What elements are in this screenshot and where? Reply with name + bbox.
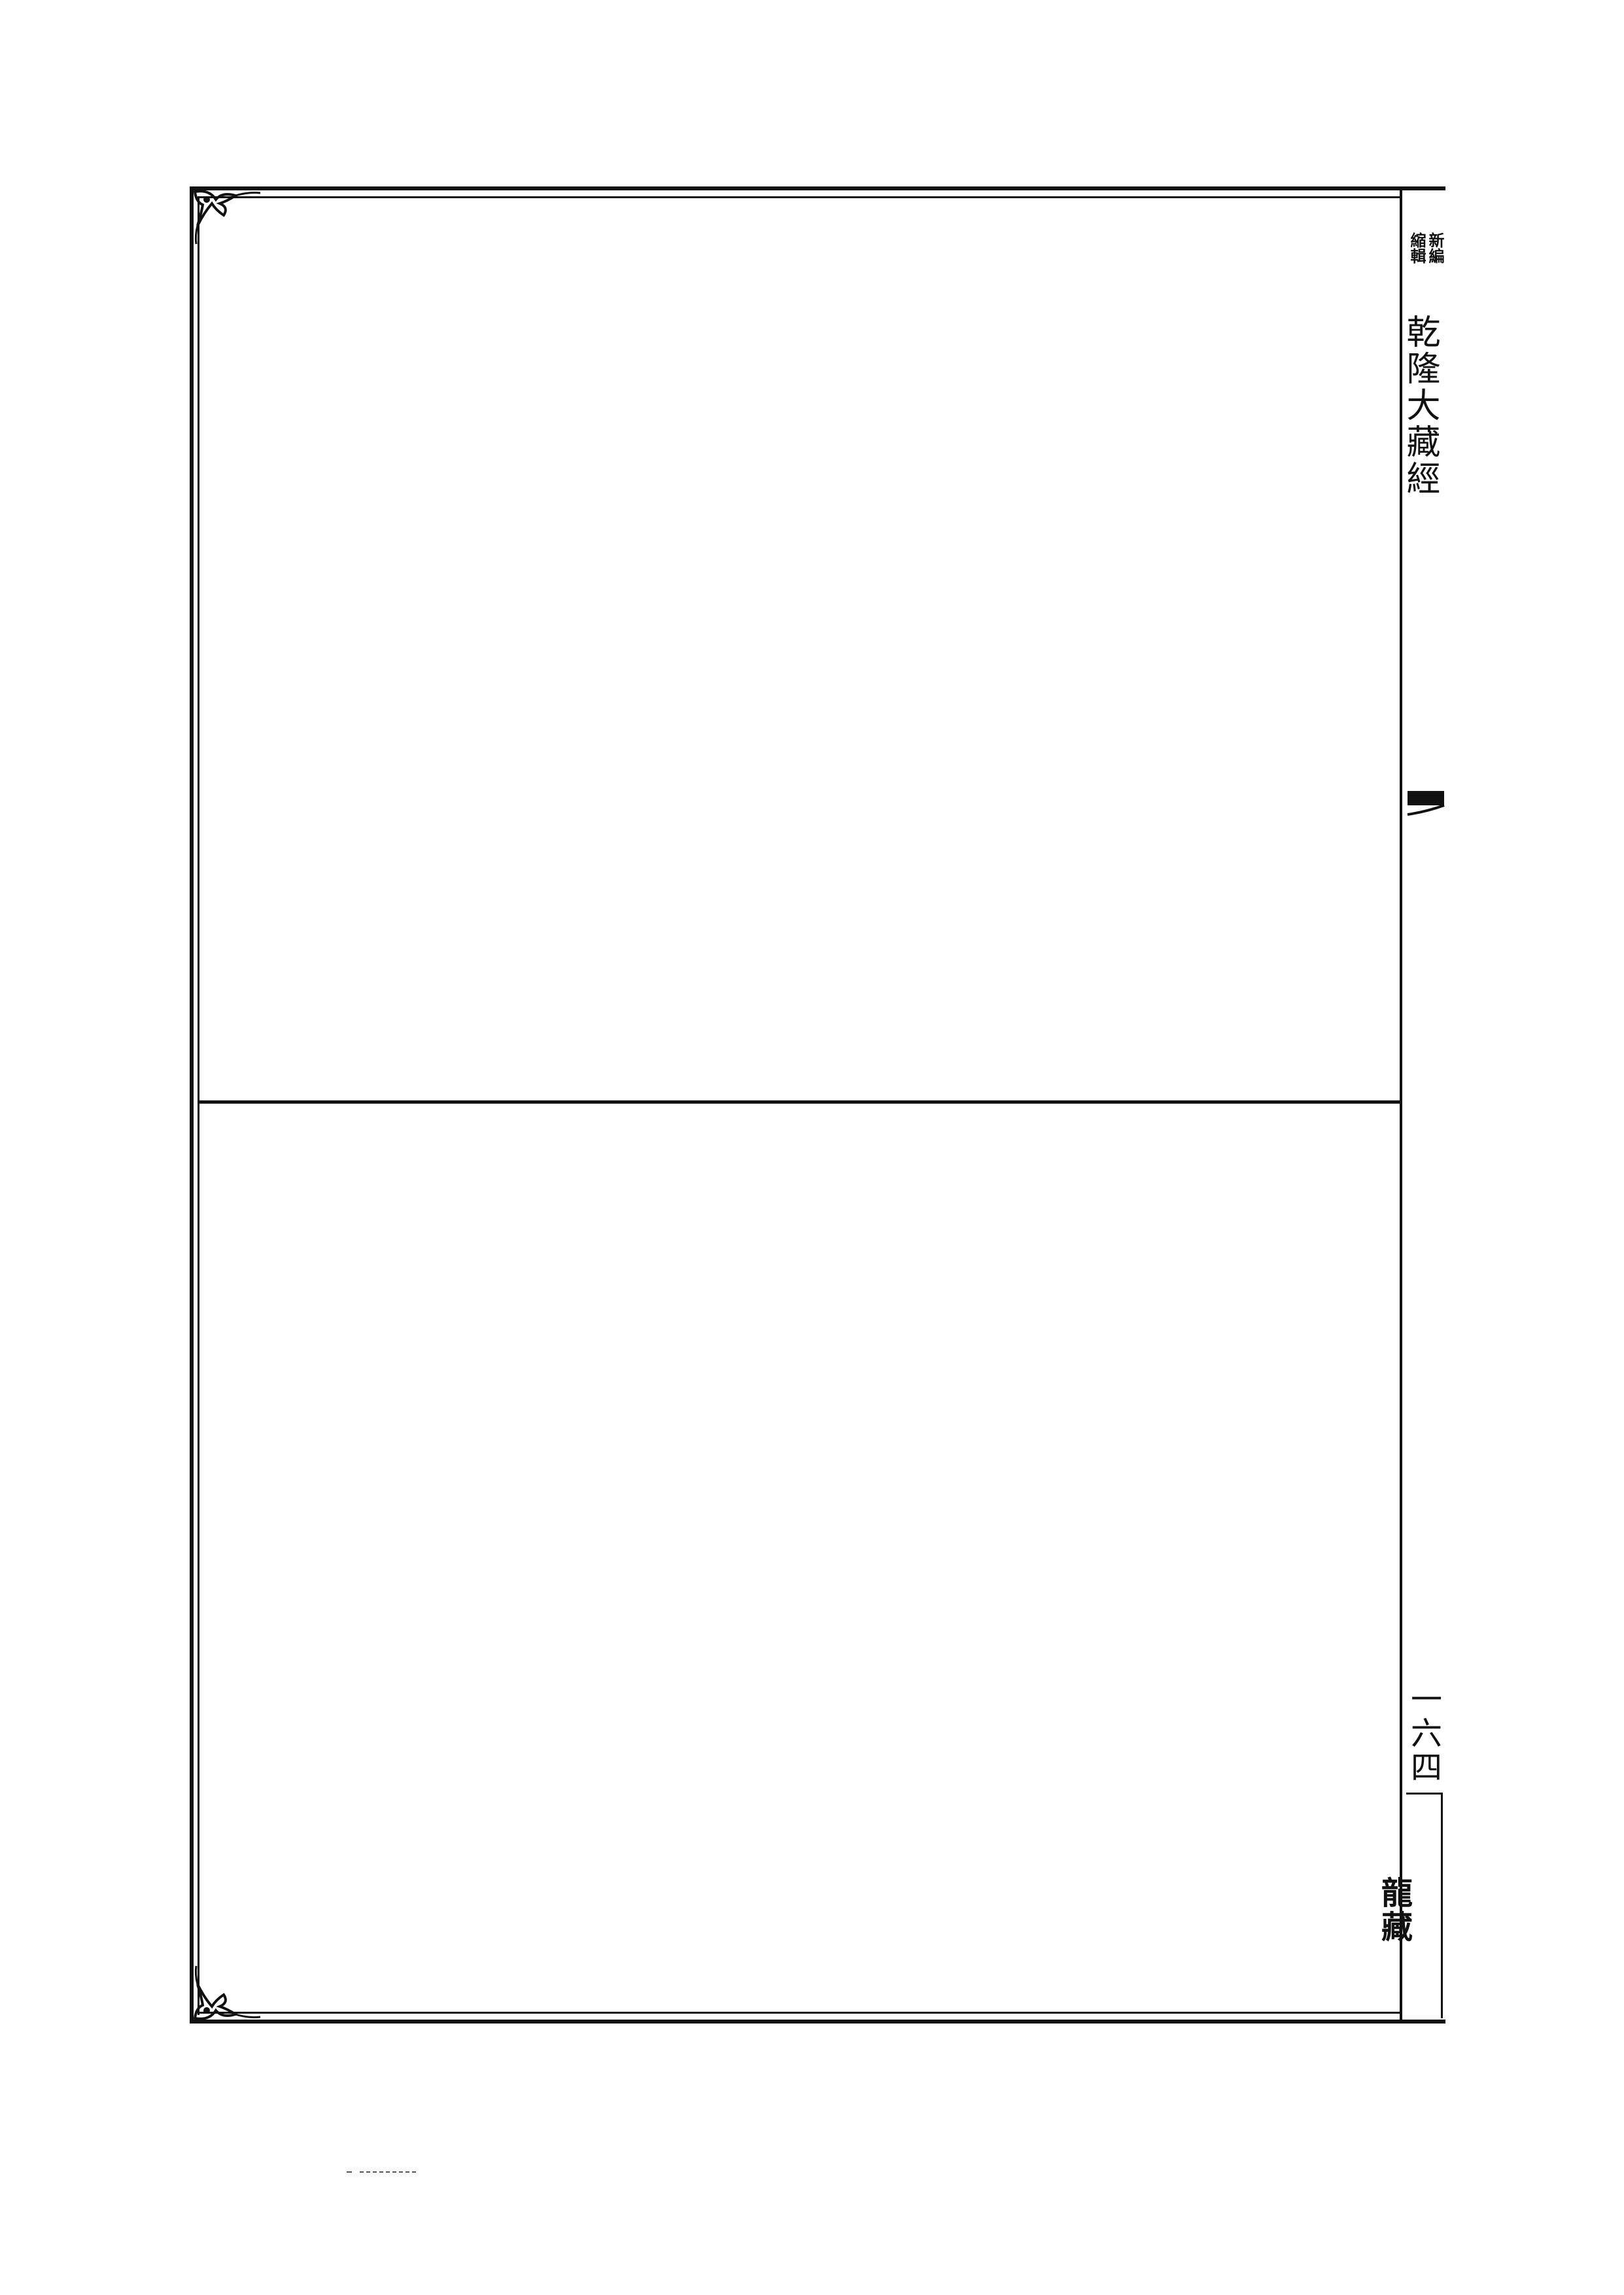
corner-ornament-icon [193,190,261,245]
frame-inner-bottom-rule [198,2012,1401,2014]
fish-tail-mark-icon [1407,791,1445,816]
page-divider-rule [198,1100,1401,1104]
series-label-left: 新編 [1426,232,1445,264]
frame-left-rule [190,186,194,2023]
corner-ornament-icon [193,1965,261,2020]
series-label: 縮輯 新編 [1408,232,1445,264]
volume-label: 龍藏 [1375,1876,1412,1944]
frame-inner-top-rule [198,196,1401,198]
collection-title: 乾隆大藏經 [1400,314,1440,497]
volume-label-box [1406,1793,1443,2018]
frame-left-inner-rule [198,196,199,2015]
frame-top-rule [190,186,1445,190]
frame-bottom-rule [190,2020,1445,2023]
scan-artifact-mark [347,2171,419,2173]
series-label-right: 縮輯 [1408,232,1426,264]
page-number: 一六四 [1405,1683,1442,1785]
frame-right-rule [1400,186,1402,2023]
